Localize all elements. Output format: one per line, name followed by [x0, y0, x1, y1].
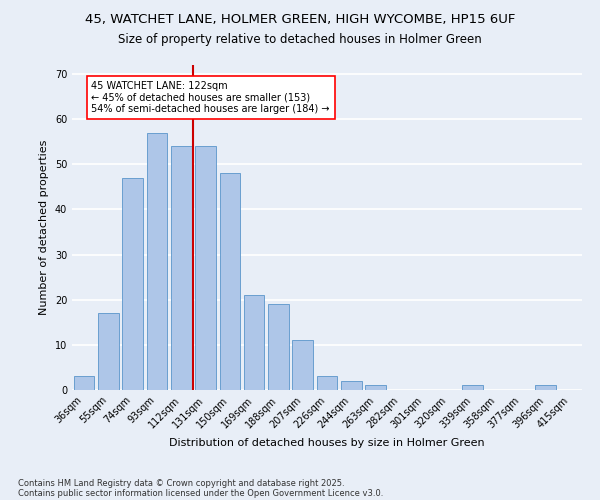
- Bar: [317, 376, 337, 390]
- Bar: [463, 386, 483, 390]
- Y-axis label: Number of detached properties: Number of detached properties: [39, 140, 49, 315]
- Bar: [122, 178, 143, 390]
- Bar: [98, 314, 119, 390]
- Text: Contains HM Land Registry data © Crown copyright and database right 2025.: Contains HM Land Registry data © Crown c…: [18, 478, 344, 488]
- Bar: [171, 146, 191, 390]
- Text: 45 WATCHET LANE: 122sqm
← 45% of detached houses are smaller (153)
54% of semi-d: 45 WATCHET LANE: 122sqm ← 45% of detache…: [91, 81, 330, 114]
- Text: Size of property relative to detached houses in Holmer Green: Size of property relative to detached ho…: [118, 32, 482, 46]
- Bar: [292, 340, 313, 390]
- Text: Contains public sector information licensed under the Open Government Licence v3: Contains public sector information licen…: [18, 488, 383, 498]
- Text: 45, WATCHET LANE, HOLMER GREEN, HIGH WYCOMBE, HP15 6UF: 45, WATCHET LANE, HOLMER GREEN, HIGH WYC…: [85, 12, 515, 26]
- Bar: [195, 146, 216, 390]
- Bar: [341, 381, 362, 390]
- Bar: [365, 386, 386, 390]
- Bar: [268, 304, 289, 390]
- Bar: [74, 376, 94, 390]
- Bar: [244, 295, 265, 390]
- Bar: [146, 132, 167, 390]
- Bar: [535, 386, 556, 390]
- X-axis label: Distribution of detached houses by size in Holmer Green: Distribution of detached houses by size …: [169, 438, 485, 448]
- Bar: [220, 174, 240, 390]
